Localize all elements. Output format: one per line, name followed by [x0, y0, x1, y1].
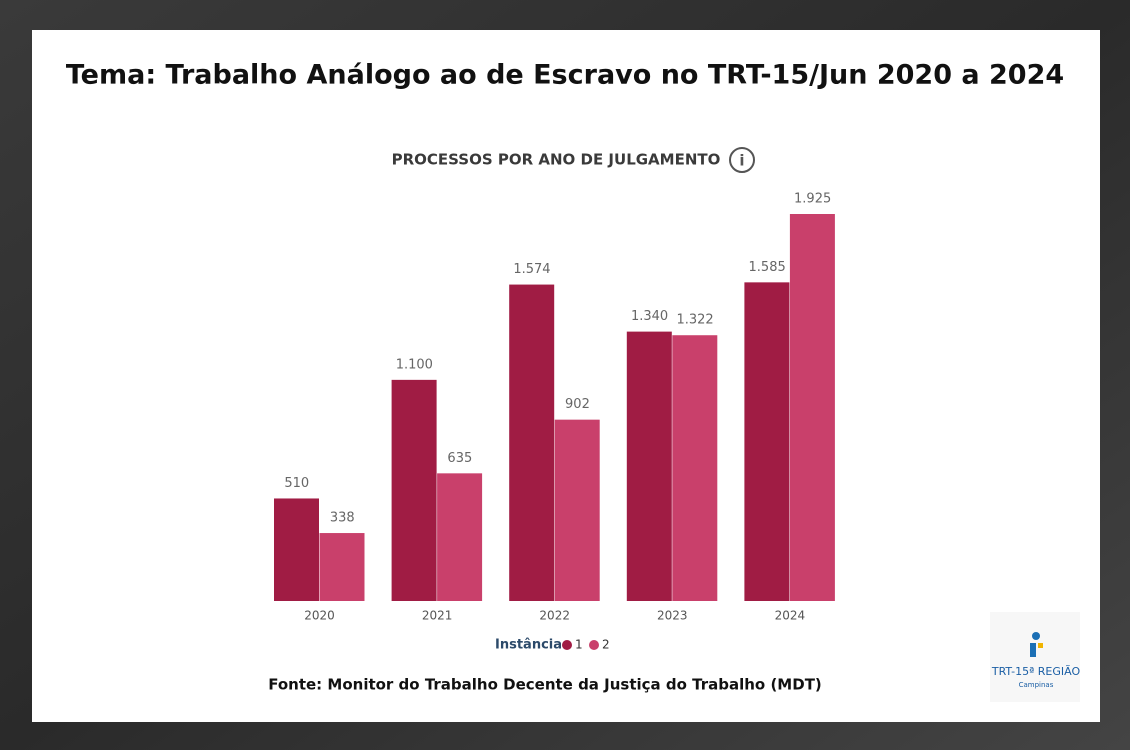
- logo-mark: [1032, 632, 1040, 640]
- logo-mark: [1038, 643, 1043, 648]
- value-label: 635: [447, 451, 472, 466]
- bar: [789, 214, 835, 601]
- value-label: 1.340: [631, 309, 668, 324]
- chart-subtitle: PROCESSOS POR ANO DE JULGAMENTO: [392, 151, 721, 169]
- value-label: 1.322: [676, 313, 713, 328]
- legend-title: Instância: [495, 638, 562, 653]
- legend-swatch: [562, 640, 572, 650]
- x-tick-label: 2023: [657, 609, 688, 623]
- logo-mark: [1030, 643, 1036, 657]
- bar: [509, 284, 555, 601]
- value-label: 1.100: [396, 357, 433, 372]
- panel: [32, 30, 1100, 722]
- value-label: 1.585: [749, 260, 786, 275]
- x-tick-label: 2020: [304, 609, 335, 623]
- bar: [744, 282, 790, 601]
- bar: [554, 419, 600, 601]
- bar: [274, 498, 319, 601]
- source-note: Fonte: Monitor do Trabalho Decente da Ju…: [268, 676, 822, 694]
- svg-text:i: i: [739, 152, 744, 170]
- value-label: 338: [330, 511, 355, 526]
- bar: [437, 473, 483, 601]
- bar: [319, 533, 365, 601]
- legend-label: 2: [602, 638, 610, 652]
- legend-label: 1: [575, 638, 583, 652]
- logo: TRT-15ª REGIÃO Campinas: [990, 612, 1080, 702]
- value-label: 1.925: [794, 192, 831, 207]
- logo-text: TRT-15ª REGIÃO: [991, 665, 1081, 678]
- value-label: 902: [565, 397, 590, 412]
- value-label: 510: [284, 476, 309, 491]
- x-tick-label: 2024: [775, 609, 806, 623]
- x-tick-label: 2021: [422, 609, 453, 623]
- bar: [391, 379, 437, 601]
- bar: [626, 331, 672, 601]
- info-icon: i: [729, 147, 755, 173]
- x-tick-label: 2022: [539, 609, 570, 623]
- value-label: 1.574: [513, 262, 550, 277]
- chart-title: Tema: Trabalho Análogo ao de Escravo no …: [66, 60, 1064, 91]
- bar: [672, 335, 718, 601]
- legend-swatch: [589, 640, 599, 650]
- logo-subtext: Campinas: [1019, 681, 1054, 689]
